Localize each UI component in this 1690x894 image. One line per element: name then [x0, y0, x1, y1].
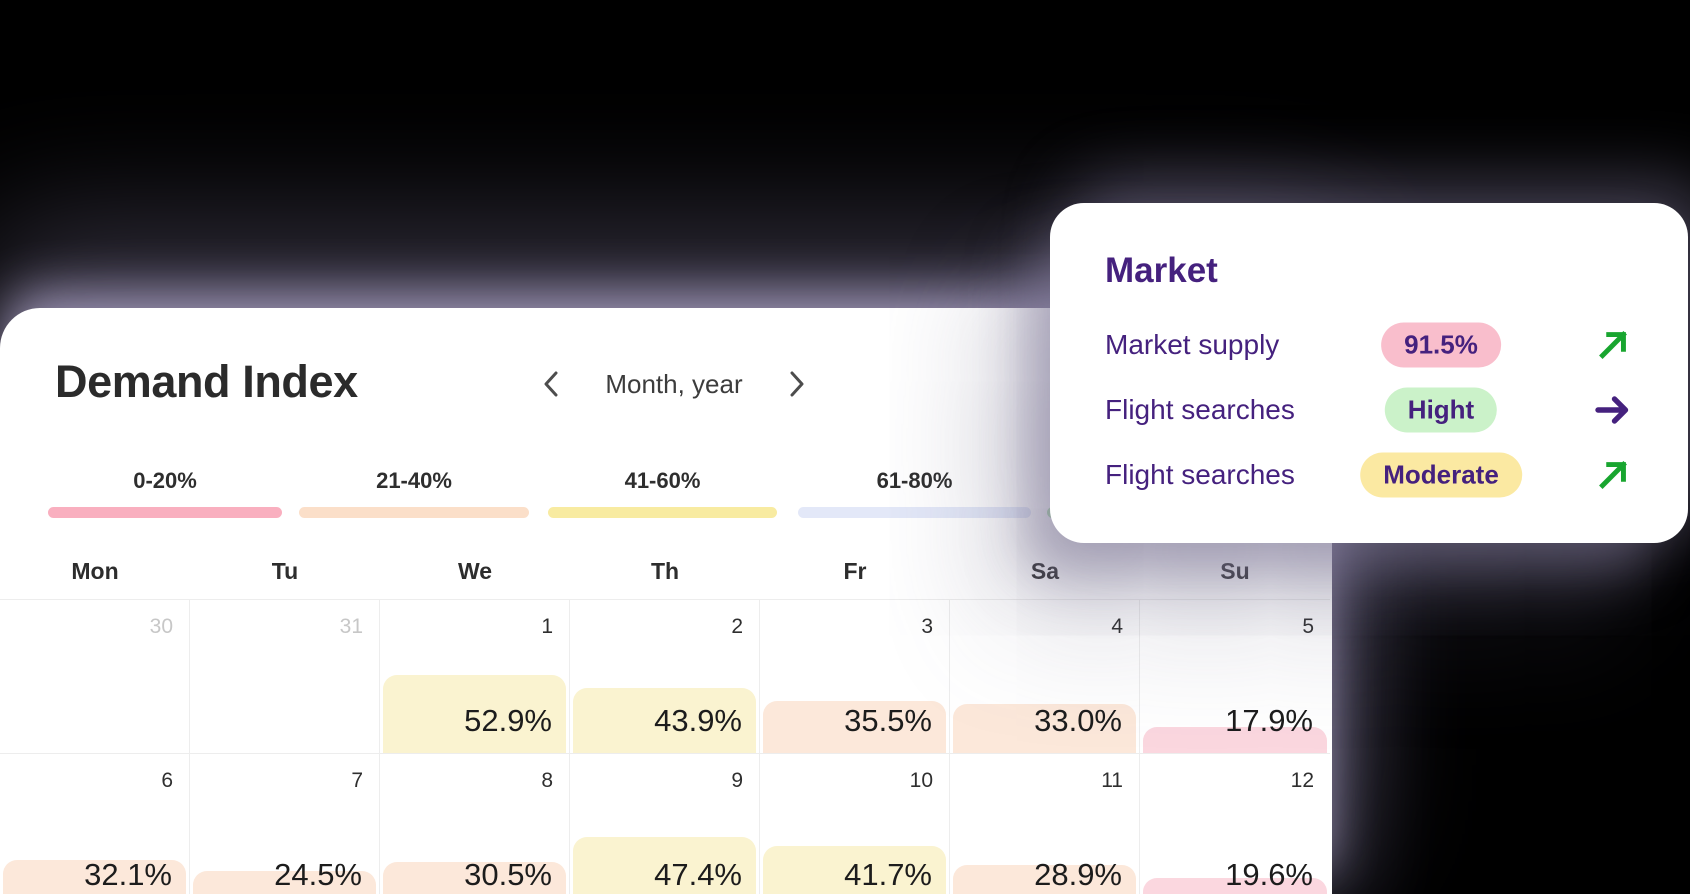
calendar-cell-day-10[interactable]: 10 41.7% [760, 754, 950, 894]
demand-pill [763, 701, 946, 753]
demand-value: 43.9% [654, 703, 742, 738]
demand-value: 28.9% [1034, 857, 1122, 892]
metric-label: Flight searches [1105, 459, 1295, 490]
trend-up-right-icon [1593, 325, 1633, 365]
day-number: 12 [1290, 769, 1314, 792]
metric-label: Flight searches [1105, 394, 1295, 425]
day-header-we: We [457, 558, 493, 584]
calendar-cell-day-11[interactable]: 11 28.9% [950, 754, 1140, 894]
day-header-fr: Fr [843, 558, 867, 584]
legend-label: 0-20% [133, 468, 197, 493]
day-number: 2 [731, 615, 743, 638]
day-header-mon: Mon [71, 558, 119, 584]
legend-bar [798, 507, 1031, 518]
day-number: 5 [1302, 615, 1314, 638]
demand-value: 47.4% [654, 857, 742, 892]
prev-month-button[interactable] [540, 368, 562, 400]
calendar-cell-day-9[interactable]: 9 47.4% [570, 754, 760, 894]
market-card: Market Market supply 91.5% Flight search… [1050, 203, 1688, 543]
calendar-cell-day-6[interactable]: 6 32.1% [0, 754, 190, 894]
day-number: 4 [1111, 615, 1123, 638]
demand-pill [193, 871, 376, 894]
demand-pill [383, 862, 566, 894]
demand-value: 17.9% [1225, 703, 1313, 738]
day-header-su: Su [1220, 558, 1250, 584]
legend-bar [548, 507, 777, 518]
day-number: 8 [541, 769, 553, 792]
day-number: 3 [921, 615, 933, 638]
month-year-label: Month, year [605, 368, 743, 399]
market-row-market-supply: Market supply 91.5% [1105, 322, 1635, 368]
day-number: 10 [909, 769, 933, 792]
calendar-day-headers: Mon Tu We Th Fr Sa Su [0, 558, 1330, 600]
legend-bar [48, 507, 282, 518]
demand-pill [1143, 727, 1327, 753]
demand-pill [953, 865, 1136, 894]
calendar-cell-day-1[interactable]: 1 52.9% [380, 600, 570, 754]
day-number: 9 [731, 769, 743, 792]
calendar-cell-day-12[interactable]: 12 19.6% [1140, 754, 1330, 894]
day-header-th: Th [650, 558, 680, 584]
demand-value: 35.5% [844, 703, 932, 738]
calendar-cell-day-7[interactable]: 7 24.5% [190, 754, 380, 894]
next-month-button[interactable] [786, 368, 808, 400]
legend-item: 41-60% [548, 468, 777, 518]
demand-pill [573, 837, 756, 894]
market-card-title: Market [1105, 251, 1218, 290]
chevron-right-icon [790, 371, 804, 397]
trend-up-right-icon [1593, 455, 1633, 495]
market-row-flight-searches-1: Flight searches Hight [1105, 387, 1635, 433]
day-number: 1 [541, 615, 553, 638]
demand-pill [3, 860, 186, 894]
legend-item: 0-20% [48, 468, 282, 518]
calendar-cell-day-31[interactable]: 31 [190, 600, 380, 754]
day-number: 7 [351, 769, 363, 792]
status-badge: 91.5% [1381, 322, 1501, 368]
demand-pill [953, 704, 1136, 753]
day-number: 11 [1101, 769, 1123, 792]
market-row-flight-searches-2: Flight searches Moderate [1105, 452, 1635, 498]
legend-item: 21-40% [299, 468, 529, 518]
demand-value: 32.1% [84, 857, 172, 892]
demand-pill [763, 846, 946, 894]
calendar-cell-day-2[interactable]: 2 43.9% [570, 600, 760, 754]
status-badge: Moderate [1360, 452, 1522, 498]
page-title: Demand Index [55, 356, 358, 407]
day-header-sa: Sa [1030, 558, 1060, 584]
demand-value: 41.7% [844, 857, 932, 892]
calendar-cell-day-30[interactable]: 30 [0, 600, 190, 754]
demand-value: 33.0% [1034, 703, 1122, 738]
day-number: 31 [339, 615, 363, 638]
status-badge: Hight [1384, 387, 1498, 433]
legend-label: 61-80% [876, 468, 953, 493]
demand-pill [383, 675, 566, 753]
demand-value: 24.5% [274, 857, 362, 892]
demand-value: 30.5% [464, 857, 552, 892]
day-number: 30 [149, 615, 173, 638]
calendar-cell-day-5[interactable]: 5 17.9% [1140, 600, 1330, 754]
legend-bar [299, 507, 529, 518]
legend-label: 41-60% [624, 468, 701, 493]
calendar-cell-day-8[interactable]: 8 30.5% [380, 754, 570, 894]
legend-label: 21-40% [376, 468, 452, 493]
month-navigation: Month, year [540, 360, 808, 408]
demand-pill [573, 688, 756, 753]
demand-value: 52.9% [464, 703, 552, 738]
calendar-cell-day-3[interactable]: 3 35.5% [760, 600, 950, 754]
chevron-left-icon [544, 371, 558, 397]
legend-item: 61-80% [798, 468, 1031, 518]
calendar-cell-day-4[interactable]: 4 33.0% [950, 600, 1140, 754]
demand-value: 19.6% [1225, 857, 1313, 892]
trend-right-icon [1593, 390, 1633, 430]
day-number: 6 [161, 769, 173, 792]
day-header-tu: Tu [271, 558, 299, 584]
calendar-grid: 30 31 1 52.9% 2 43.9% 3 35.5% 4 33.0% 5 17.9% 6 32.1%… [0, 600, 1330, 894]
metric-label: Market supply [1105, 329, 1280, 360]
demand-pill [1143, 878, 1327, 894]
